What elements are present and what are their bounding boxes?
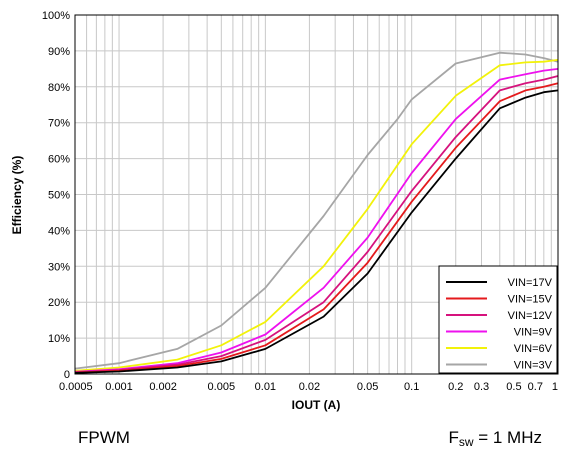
fsw-symbol: F	[448, 428, 459, 447]
legend-box	[438, 265, 558, 374]
y-tick-label: 10%	[48, 333, 70, 345]
y-tick-label: 20%	[48, 297, 70, 309]
x-tick-label: 0.001	[105, 381, 133, 393]
y-tick-label: 0	[64, 369, 70, 381]
y-tick-labels: 0 10% 20% 30% 40% 50% 60% 70% 80% 90% 100%	[42, 10, 70, 381]
legend: VIN=17V VIN=15V VIN=12V VIN=9V VIN=6V VIN=3V	[438, 265, 558, 374]
fsw-subscript: sw	[458, 435, 474, 449]
series-lines	[74, 51, 559, 374]
x-tick-label: 0.2	[448, 381, 463, 393]
x-tick-labels: 0.0005 0.001 0.002 0.005 0.01 0.02 0.05 0.1 0.2 0…	[59, 381, 558, 393]
legend-label: VIN=15V	[508, 294, 553, 306]
series-line-vin-3v	[74, 51, 559, 370]
legend-label: VIN=6V	[514, 343, 553, 355]
grid-lines	[74, 14, 559, 375]
fsw-value: = 1 MHz	[473, 428, 542, 447]
y-tick-label: 100%	[42, 10, 70, 22]
x-tick-label: 0.02	[299, 381, 320, 393]
series-line-vin-15v	[74, 82, 559, 374]
x-tick-label: 0.002	[149, 381, 177, 393]
x-tick-label: 0.5	[506, 381, 521, 393]
y-tick-label: 80%	[48, 82, 70, 94]
y-tick-label: 30%	[48, 261, 70, 273]
x-tick-label: 1	[552, 381, 558, 393]
series-line-vin-6v	[74, 59, 559, 372]
x-axis-title: IOUT (A)	[292, 398, 341, 412]
plot-frame	[74, 14, 559, 375]
mode-caption: FPWM	[78, 428, 130, 447]
switching-frequency-caption: Fsw = 1 MHz	[448, 428, 542, 449]
legend-label: VIN=3V	[514, 360, 553, 372]
legend-label: VIN=9V	[514, 327, 553, 339]
legend-label: VIN=12V	[508, 310, 553, 322]
x-tick-label: 0.1	[404, 381, 419, 393]
y-tick-label: 90%	[48, 46, 70, 58]
x-tick-label: 0.005	[208, 381, 236, 393]
y-tick-label: 60%	[48, 154, 70, 166]
series-line-vin-17v	[74, 89, 559, 374]
series-line-vin-9v	[74, 68, 559, 373]
x-tick-label: 0.05	[357, 381, 378, 393]
legend-label: VIN=17V	[508, 277, 553, 289]
x-tick-label: 0.7	[528, 381, 543, 393]
y-tick-label: 70%	[48, 118, 70, 130]
y-tick-label: 50%	[48, 190, 70, 202]
y-tick-label: 40%	[48, 225, 70, 237]
series-line-vin-12v	[74, 75, 559, 374]
x-tick-label: 0.3	[474, 381, 489, 393]
y-axis-title: Efficiency (%)	[10, 156, 24, 235]
x-tick-label: 0.0005	[59, 381, 93, 393]
x-tick-label: 0.01	[255, 381, 276, 393]
